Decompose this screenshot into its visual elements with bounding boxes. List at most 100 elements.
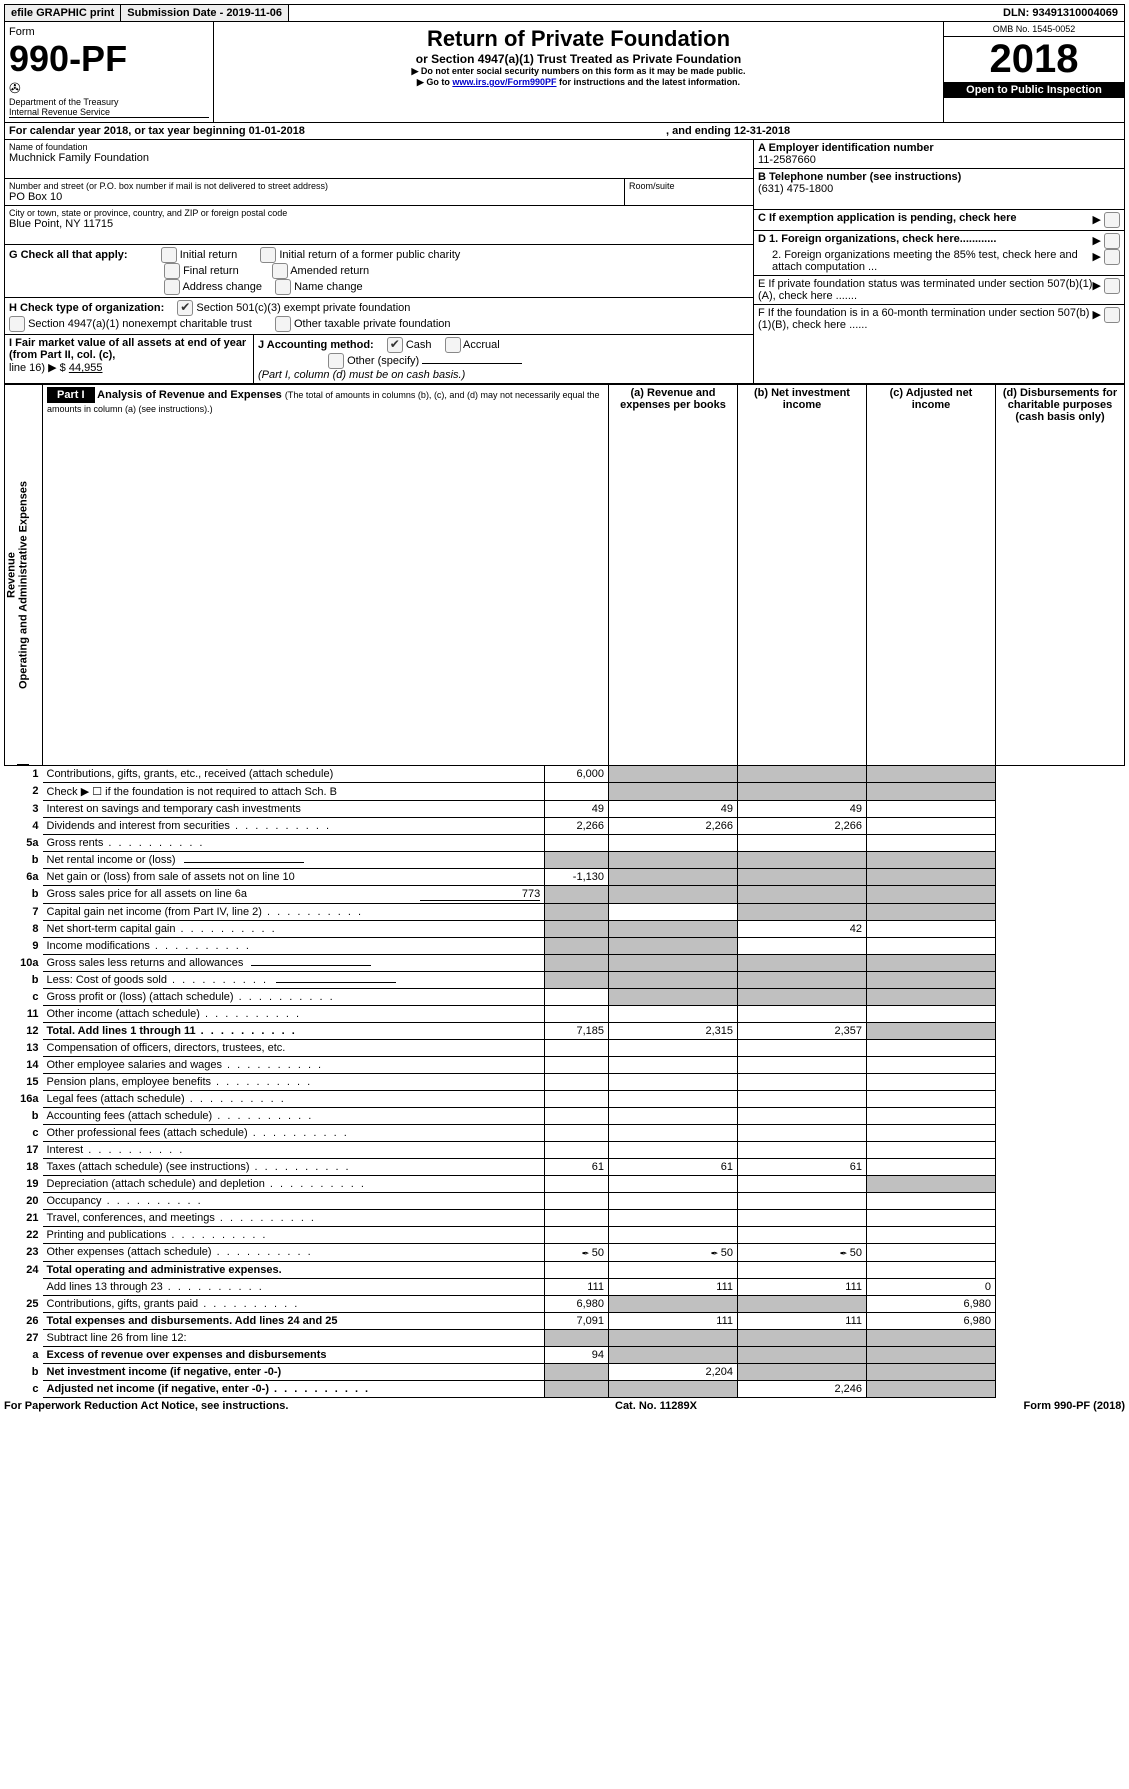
table-row: 26Total expenses and disbursements. Add … — [5, 1313, 1125, 1330]
table-row: bNet investment income (if negative, ent… — [5, 1364, 1125, 1381]
fmv-value: 44,955 — [69, 362, 103, 374]
c-label: C If exemption application is pending, c… — [758, 212, 1092, 228]
table-row: 1Contributions, gifts, grants, etc., rec… — [5, 766, 1125, 783]
initial-return-checkbox[interactable] — [161, 247, 177, 263]
footer-right: Form 990-PF (2018) — [1024, 1400, 1125, 1412]
table-row: 3Interest on savings and temporary cash … — [5, 801, 1125, 818]
table-row: aExcess of revenue over expenses and dis… — [5, 1347, 1125, 1364]
form-header: Form 990-PF ✇ Department of the Treasury… — [4, 22, 1125, 123]
col-c-header: (c) Adjusted net income — [867, 385, 996, 766]
section-g: G Check all that apply: Initial return I… — [5, 245, 753, 298]
table-row: 20Occupancy — [5, 1193, 1125, 1210]
identity-block: Name of foundation Muchnick Family Found… — [4, 140, 1125, 384]
name-label: Name of foundation — [9, 142, 749, 152]
table-row: bGross sales price for all assets on lin… — [5, 886, 1125, 904]
city-label: City or town, state or province, country… — [9, 208, 749, 218]
table-row: 16aLegal fees (attach schedule) — [5, 1091, 1125, 1108]
phone: (631) 475-1800 — [758, 183, 1120, 195]
efile-print-button[interactable]: efile GRAPHIC print — [5, 5, 121, 21]
tax-year: 2018 — [944, 37, 1124, 82]
final-return-checkbox[interactable] — [164, 263, 180, 279]
exemption-pending-checkbox[interactable] — [1104, 212, 1120, 228]
amended-return-checkbox[interactable] — [272, 263, 288, 279]
page-footer: For Paperwork Reduction Act Notice, see … — [4, 1398, 1125, 1412]
part1-title: Analysis of Revenue and Expenses — [97, 389, 282, 401]
d2-label: 2. Foreign organizations meeting the 85%… — [758, 249, 1092, 273]
name-change-checkbox[interactable] — [275, 279, 291, 295]
table-row: 18Taxes (attach schedule) (see instructi… — [5, 1159, 1125, 1176]
table-row: 22Printing and publications — [5, 1227, 1125, 1244]
table-row: 23Other expenses (attach schedule)✒ 50✒ … — [5, 1244, 1125, 1262]
omb: OMB No. 1545-0052 — [944, 22, 1124, 37]
ein: 11-2587660 — [758, 154, 1120, 166]
form-number: 990-PF — [9, 38, 209, 80]
ein-label: A Employer identification number — [758, 142, 1120, 154]
address: PO Box 10 — [9, 191, 620, 203]
footer-left: For Paperwork Reduction Act Notice, see … — [4, 1400, 288, 1412]
table-row: 13Compensation of officers, directors, t… — [5, 1040, 1125, 1057]
city-state-zip: Blue Point, NY 11715 — [9, 218, 749, 230]
table-row: 15Pension plans, employee benefits — [5, 1074, 1125, 1091]
table-row: cOther professional fees (attach schedul… — [5, 1125, 1125, 1142]
table-row: 5aGross rents — [5, 835, 1125, 852]
phone-label: B Telephone number (see instructions) — [758, 171, 1120, 183]
d1-label: D 1. Foreign organizations, check here..… — [758, 233, 1092, 249]
part1-table: RevenueOperating and Administrative Expe… — [4, 384, 1125, 1398]
foundation-name: Muchnick Family Foundation — [9, 152, 749, 164]
table-row: Add lines 13 through 231111111110 — [5, 1279, 1125, 1296]
col-d-header: (d) Disbursements for charitable purpose… — [996, 385, 1125, 766]
instructions-link[interactable]: www.irs.gov/Form990PF — [452, 77, 556, 87]
section-j: J Accounting method: Cash Accrual Other … — [254, 335, 753, 383]
table-row: 17Interest — [5, 1142, 1125, 1159]
other-taxable-checkbox[interactable] — [275, 316, 291, 332]
table-row: 19Depreciation (attach schedule) and dep… — [5, 1176, 1125, 1193]
table-row: 4Dividends and interest from securities2… — [5, 818, 1125, 835]
table-row: 11Other income (attach schedule) — [5, 1006, 1125, 1023]
accrual-checkbox[interactable] — [445, 337, 461, 353]
table-row: 2Check ▶ ☐ if the foundation is not requ… — [5, 783, 1125, 801]
address-change-checkbox[interactable] — [164, 279, 180, 295]
table-row: 10aGross sales less returns and allowanc… — [5, 955, 1125, 972]
table-row: bAccounting fees (attach schedule) — [5, 1108, 1125, 1125]
note-link: ▶ Go to www.irs.gov/Form990PF for instru… — [218, 77, 939, 88]
submission-date: Submission Date - 2019-11-06 — [121, 5, 289, 21]
table-row: bLess: Cost of goods sold — [5, 972, 1125, 989]
other-method-checkbox[interactable] — [328, 353, 344, 369]
note-ssn: ▶ Do not enter social security numbers o… — [218, 66, 939, 77]
4947-checkbox[interactable] — [9, 316, 25, 332]
initial-former-checkbox[interactable] — [260, 247, 276, 263]
table-row: cGross profit or (loss) (attach schedule… — [5, 989, 1125, 1006]
e-label: E If private foundation status was termi… — [758, 278, 1092, 302]
table-row: bNet rental income or (loss) — [5, 852, 1125, 869]
form-word: Form — [9, 26, 209, 38]
top-bar: efile GRAPHIC print Submission Date - 20… — [4, 4, 1125, 22]
irs-label: Internal Revenue Service — [9, 107, 209, 118]
addr-label: Number and street (or P.O. box number if… — [9, 181, 620, 191]
table-row: 6aNet gain or (loss) from sale of assets… — [5, 869, 1125, 886]
status-terminated-checkbox[interactable] — [1104, 278, 1120, 294]
section-h: H Check type of organization: Section 50… — [5, 298, 753, 335]
table-row: 27Subtract line 26 from line 12: — [5, 1330, 1125, 1347]
cash-checkbox[interactable] — [387, 337, 403, 353]
form-subtitle: or Section 4947(a)(1) Trust Treated as P… — [218, 52, 939, 66]
table-row: 24Total operating and administrative exp… — [5, 1262, 1125, 1279]
table-row: 14Other employee salaries and wages — [5, 1057, 1125, 1074]
col-b-header: (b) Net investment income — [738, 385, 867, 766]
60month-checkbox[interactable] — [1104, 307, 1120, 323]
table-row: 25Contributions, gifts, grants paid6,980… — [5, 1296, 1125, 1313]
501c3-checkbox[interactable] — [177, 300, 193, 316]
table-row: 9Income modifications — [5, 938, 1125, 955]
part1-label: Part I — [47, 387, 95, 403]
dept: Department of the Treasury — [9, 97, 209, 107]
table-row: 8Net short-term capital gain42 — [5, 921, 1125, 938]
table-row: 7Capital gain net income (from Part IV, … — [5, 904, 1125, 921]
foreign-85-checkbox[interactable] — [1104, 249, 1120, 265]
col-a-header: (a) Revenue and expenses per books — [609, 385, 738, 766]
inspection-badge: Open to Public Inspection — [944, 82, 1124, 98]
dln: DLN: 93491310004069 — [997, 5, 1124, 21]
period-row: For calendar year 2018, or tax year begi… — [4, 123, 1125, 140]
table-row: 12Total. Add lines 1 through 117,1852,31… — [5, 1023, 1125, 1040]
f-label: F If the foundation is in a 60-month ter… — [758, 307, 1092, 331]
footer-mid: Cat. No. 11289X — [615, 1400, 697, 1412]
foreign-org-checkbox[interactable] — [1104, 233, 1120, 249]
